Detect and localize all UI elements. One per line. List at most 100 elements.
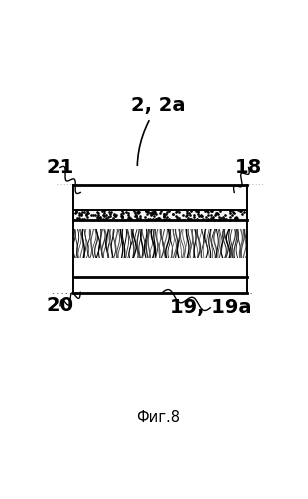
Point [134,215,139,223]
Point [120,213,124,221]
Text: 21: 21 [47,158,74,177]
Point [219,214,224,222]
Point [82,208,87,216]
Bar [73,185,247,210]
Point [79,216,84,224]
Point [150,208,155,216]
Point [152,212,156,220]
Bar [25,185,73,210]
Point [95,216,100,224]
Point [162,212,167,220]
Point [231,209,236,217]
Point [94,213,99,221]
Point [119,212,124,220]
Point [161,210,166,218]
Point [209,215,214,223]
Point [95,208,100,216]
Point [85,209,90,217]
Point [239,210,244,218]
Point [199,212,204,220]
Point [214,209,219,217]
Bar [73,210,247,221]
Point [175,216,180,224]
Text: 18: 18 [235,158,262,177]
Point [129,215,134,223]
Point [101,213,106,221]
Point [79,210,83,218]
Point [76,209,81,217]
Point [187,209,192,217]
Point [235,214,240,222]
Bar [73,210,247,229]
Point [125,214,130,222]
Point [195,210,200,218]
Point [78,216,83,224]
Point [228,207,233,215]
Point [162,216,167,224]
Point [136,209,141,217]
Point [83,211,88,219]
Point [153,210,158,218]
Point [152,208,157,216]
Point [74,215,79,223]
Point [112,213,117,221]
Point [151,209,156,217]
Point [133,212,138,220]
Point [101,215,106,223]
Point [162,213,167,221]
Point [209,214,213,222]
Point [105,213,110,221]
Point [125,209,130,217]
Point [150,210,155,218]
Point [136,209,140,217]
Point [197,212,202,220]
Point [145,206,150,214]
Point [163,215,168,223]
Point [152,207,156,215]
Point [111,214,116,222]
Point [188,215,192,223]
Point [144,207,149,215]
Point [149,211,154,219]
Point [109,208,114,216]
Point [127,213,132,221]
Point [144,207,149,215]
Point [171,210,176,218]
Point [164,210,169,218]
Point [237,208,242,216]
Point [98,213,103,221]
Point [166,207,171,215]
Point [74,207,79,215]
Point [173,208,178,216]
Point [164,213,169,221]
Bar [73,182,247,221]
Point [193,207,198,215]
Point [222,216,227,224]
Point [100,207,105,215]
Point [236,207,241,215]
Bar [73,293,247,313]
Point [98,214,103,222]
Point [120,213,125,221]
Bar [73,221,247,277]
Bar [73,166,247,185]
Point [175,213,180,221]
Point [205,216,210,224]
Point [112,211,117,219]
Point [120,207,124,215]
Bar [247,277,308,293]
Point [120,209,125,217]
Point [228,216,233,224]
Point [170,210,175,218]
Point [124,209,129,217]
Point [162,210,167,218]
Point [114,211,119,219]
Text: 20: 20 [47,296,74,315]
Point [185,207,190,215]
Point [135,208,140,216]
Point [195,215,200,223]
Point [95,209,100,217]
Point [154,215,159,223]
Point [162,213,167,221]
Point [217,208,222,216]
